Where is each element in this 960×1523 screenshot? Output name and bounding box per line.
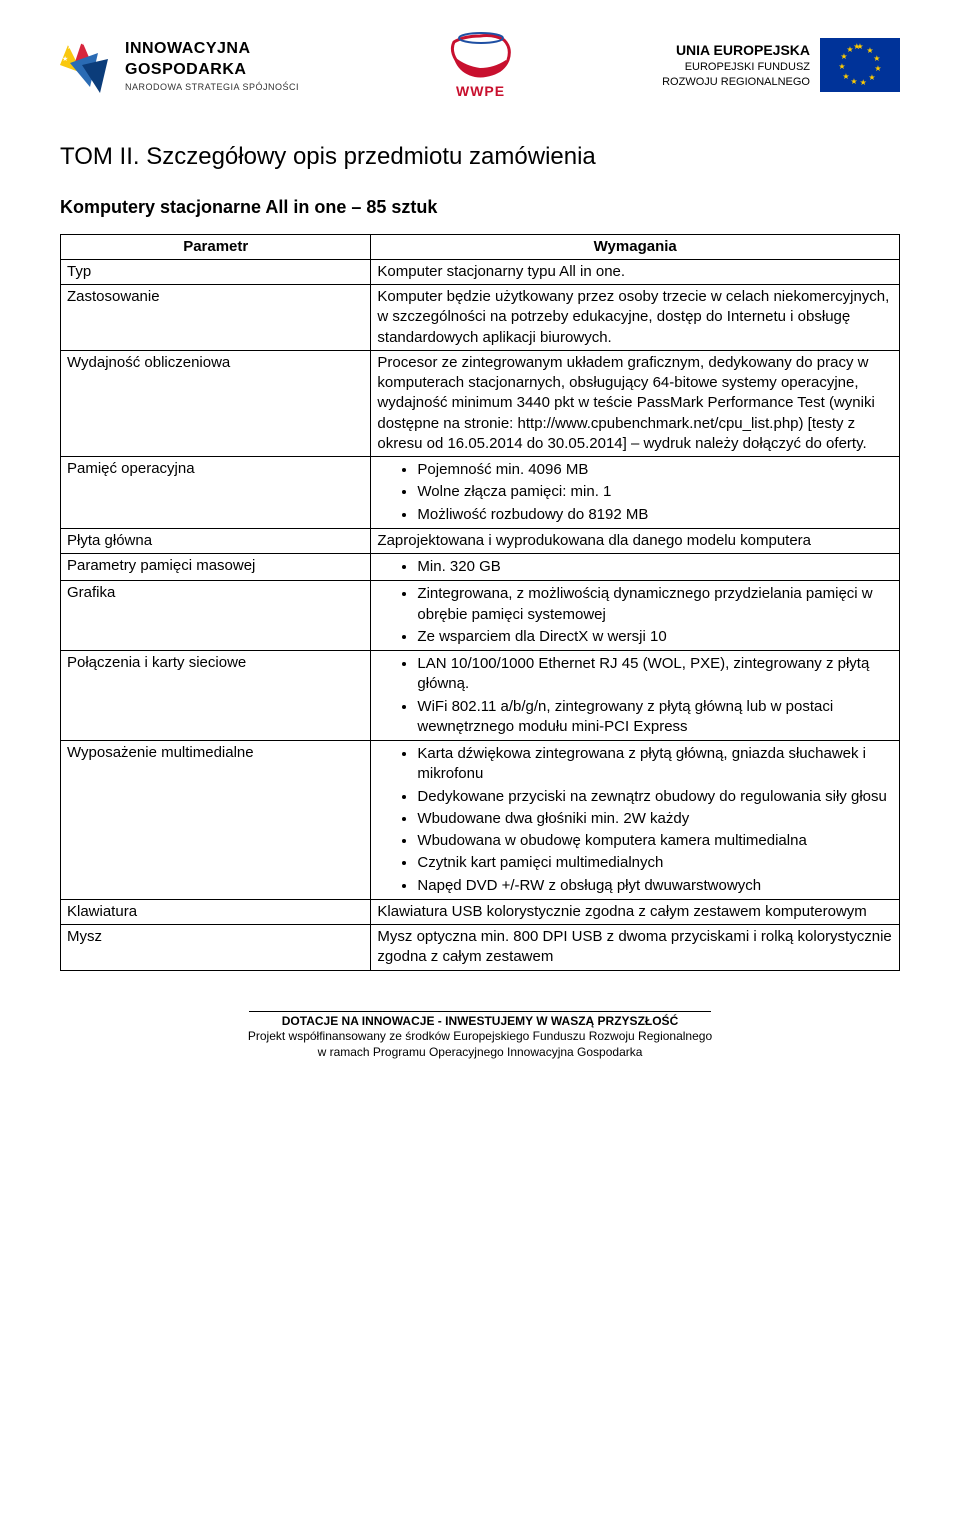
param-cell: Mysz — [61, 925, 371, 971]
param-cell: Klawiatura — [61, 899, 371, 924]
param-cell: Płyta główna — [61, 528, 371, 553]
table-row: Pamięć operacyjna Pojemność min. 4096 MB… — [61, 457, 900, 529]
svg-text:★: ★ — [66, 41, 75, 52]
col-header-wymagania: Wymagania — [371, 234, 900, 259]
eu-l1: UNIA EUROPEJSKA — [662, 41, 810, 60]
value-cell: Komputer będzie użytkowany przez osoby t… — [371, 285, 900, 351]
table-row: Typ Komputer stacjonarny typu All in one… — [61, 259, 900, 284]
logo-wwpe: WWPE — [446, 30, 516, 101]
value-cell: Zintegrowana, z możliwością dynamicznego… — [371, 581, 900, 651]
logo-eu: UNIA EUROPEJSKA EUROPEJSKI FUNDUSZ ROZWO… — [662, 38, 900, 92]
value-cell: Pojemność min. 4096 MB Wolne złącza pami… — [371, 457, 900, 529]
table-row: Grafika Zintegrowana, z możliwością dyna… — [61, 581, 900, 651]
table-row: Wyposażenie multimedialne Karta dźwiękow… — [61, 741, 900, 900]
ig-line3: NARODOWA STRATEGIA SPÓJNOŚCI — [125, 81, 299, 93]
ig-line1: INNOWACYJNA — [125, 38, 299, 60]
ig-logo-text: INNOWACYJNA GOSPODARKA NARODOWA STRATEGI… — [125, 38, 299, 93]
eu-l2: EUROPEJSKI FUNDUSZ — [662, 60, 810, 75]
param-cell: Zastosowanie — [61, 285, 371, 351]
list-item: Dedykowane przyciski na zewnątrz obudowy… — [417, 786, 893, 808]
eu-l3: ROZWOJU REGIONALNEGO — [662, 75, 810, 90]
value-cell: Klawiatura USB kolorystycznie zgodna z c… — [371, 899, 900, 924]
ig-line2: GOSPODARKA — [125, 59, 299, 81]
table-header-row: Parametr Wymagania — [61, 234, 900, 259]
value-cell: Procesor ze zintegrowanym układem grafic… — [371, 350, 900, 456]
footer-rule — [249, 1011, 711, 1012]
svg-text:★: ★ — [62, 55, 68, 63]
table-row: Zastosowanie Komputer będzie użytkowany … — [61, 285, 900, 351]
footer-line2: Projekt współfinansowany ze środków Euro… — [60, 1029, 900, 1045]
list-item: Możliwość rozbudowy do 8192 MB — [417, 504, 893, 526]
wwpe-label: WWPE — [446, 82, 516, 101]
list-item: Wbudowana w obudowę komputera kamera mul… — [417, 830, 893, 852]
value-cell: Min. 320 GB — [371, 554, 900, 581]
list-item: Karta dźwiękowa zintegrowana z płytą głó… — [417, 743, 893, 786]
eu-flag-icon: ★ ★ ★ ★ ★ ★ ★ ★ ★ ★ ★ ★ — [820, 38, 900, 92]
param-cell: Typ — [61, 259, 371, 284]
table-row: Mysz Mysz optyczna min. 800 DPI USB z dw… — [61, 925, 900, 971]
param-cell: Pamięć operacyjna — [61, 457, 371, 529]
spec-table: Parametr Wymagania Typ Komputer stacjona… — [60, 234, 900, 971]
document-subtitle: Komputery stacjonarne All in one – 85 sz… — [60, 195, 900, 219]
footer-line3: w ramach Programu Operacyjnego Innowacyj… — [60, 1045, 900, 1061]
list-item: Napęd DVD +/-RW z obsługą płyt dwuwarstw… — [417, 875, 893, 897]
wwpe-map-icon — [446, 30, 516, 80]
eu-text: UNIA EUROPEJSKA EUROPEJSKI FUNDUSZ ROZWO… — [662, 41, 810, 90]
ig-logo-icon: ★ ★ ★ — [60, 35, 115, 95]
svg-text:★: ★ — [78, 38, 85, 47]
list-item: Zintegrowana, z możliwością dynamicznego… — [417, 583, 893, 626]
document-title: TOM II. Szczegółowy opis przedmiotu zamó… — [60, 141, 900, 173]
list-item: Wbudowane dwa głośniki min. 2W każdy — [417, 808, 893, 830]
value-cell: Karta dźwiękowa zintegrowana z płytą głó… — [371, 741, 900, 900]
list-item: Pojemność min. 4096 MB — [417, 459, 893, 481]
table-row: Parametry pamięci masowej Min. 320 GB — [61, 554, 900, 581]
table-row: Wydajność obliczeniowa Procesor ze zinte… — [61, 350, 900, 456]
footer-line1: DOTACJE NA INNOWACJE - INWESTUJEMY W WAS… — [60, 1014, 900, 1030]
list-item: LAN 10/100/1000 Ethernet RJ 45 (WOL, PXE… — [417, 653, 893, 696]
value-cell: Komputer stacjonarny typu All in one. — [371, 259, 900, 284]
list-item: Min. 320 GB — [417, 556, 893, 578]
param-cell: Grafika — [61, 581, 371, 651]
param-cell: Wyposażenie multimedialne — [61, 741, 371, 900]
table-row: Płyta główna Zaprojektowana i wyprodukow… — [61, 528, 900, 553]
param-cell: Połączenia i karty sieciowe — [61, 651, 371, 741]
value-cell: Zaprojektowana i wyprodukowana dla daneg… — [371, 528, 900, 553]
col-header-parametr: Parametr — [61, 234, 371, 259]
value-cell: Mysz optyczna min. 800 DPI USB z dwoma p… — [371, 925, 900, 971]
value-cell: LAN 10/100/1000 Ethernet RJ 45 (WOL, PXE… — [371, 651, 900, 741]
list-item: WiFi 802.11 a/b/g/n, zintegrowany z płyt… — [417, 696, 893, 739]
param-cell: Parametry pamięci masowej — [61, 554, 371, 581]
list-item: Wolne złącza pamięci: min. 1 — [417, 481, 893, 503]
param-cell: Wydajność obliczeniowa — [61, 350, 371, 456]
list-item: Czytnik kart pamięci multimedialnych — [417, 852, 893, 874]
table-row: Połączenia i karty sieciowe LAN 10/100/1… — [61, 651, 900, 741]
table-row: Klawiatura Klawiatura USB kolorystycznie… — [61, 899, 900, 924]
logo-innowacyjna-gospodarka: ★ ★ ★ INNOWACYJNA GOSPODARKA NARODOWA ST… — [60, 35, 299, 95]
header-logos: ★ ★ ★ INNOWACYJNA GOSPODARKA NARODOWA ST… — [60, 30, 900, 101]
page-footer: DOTACJE NA INNOWACJE - INWESTUJEMY W WAS… — [60, 1011, 900, 1061]
list-item: Ze wsparciem dla DirectX w wersji 10 — [417, 626, 893, 648]
